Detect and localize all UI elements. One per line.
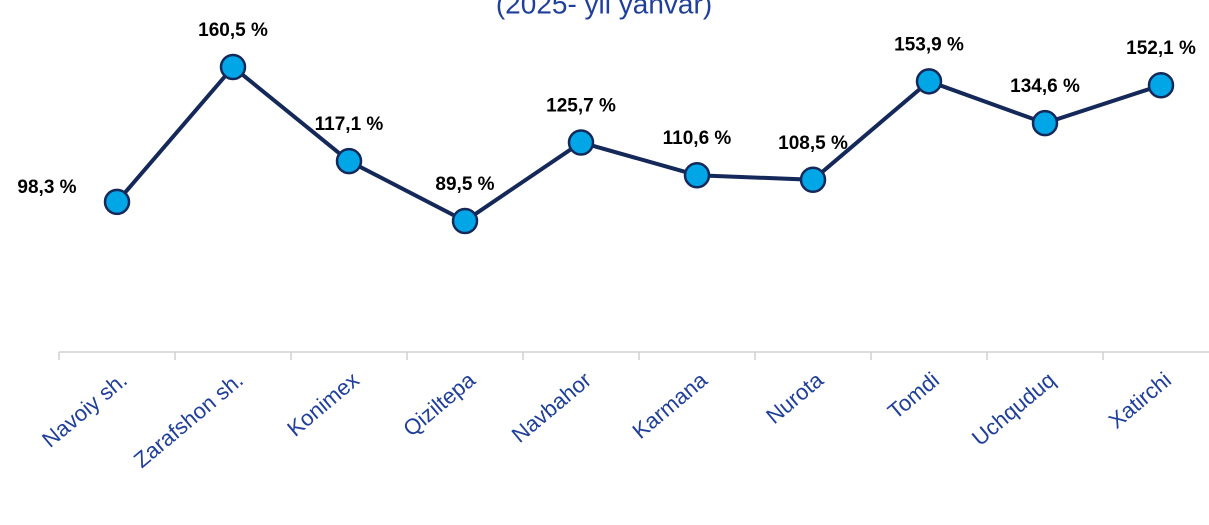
data-label: 153,9 % [894,34,964,55]
data-label: 98,3 % [17,177,76,198]
marker [1147,71,1175,99]
marker [335,147,363,175]
x-tick-label: Xatirchi [1104,367,1176,433]
marker [103,188,131,216]
marker [915,68,943,95]
x-tick-label: Tomdi [883,367,944,424]
data-label: 125,7 % [546,95,616,116]
x-tick-label: Karmana [627,367,712,444]
x-tick-label: Konimex [282,367,364,441]
marker [567,129,595,156]
marker [451,207,479,235]
data-label: 152,1 % [1126,38,1196,59]
data-label: 110,6 % [663,128,732,149]
marker [799,166,827,194]
x-tick-label: Uchquduq [967,367,1060,451]
marker [683,161,711,189]
data-label: 89,5 % [435,174,494,195]
data-label: 108,5 % [778,133,848,154]
data-label: 117,1 % [315,114,384,135]
data-label: 160,5 % [198,20,268,41]
data-label: 134,6 % [1010,76,1080,97]
chart-title: (2025- yil yanvar) [496,0,712,19]
marker [1031,109,1059,137]
x-tick-label: Qiziltepa [398,367,480,442]
x-tick-label: Zarafshon sh. [129,367,248,473]
x-tick-label: Navbahor [507,367,596,447]
line [115,64,1162,224]
x-tick-label: Navoiy sh. [37,367,132,452]
x-tick-label: Nurota [761,367,828,429]
marker [219,53,247,81]
